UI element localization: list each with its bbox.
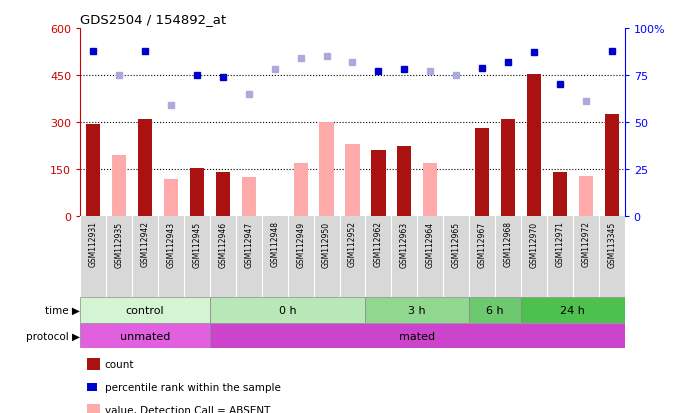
- Bar: [604, 115, 619, 217]
- Text: GSM112963: GSM112963: [400, 221, 409, 267]
- Text: value, Detection Call = ABSENT: value, Detection Call = ABSENT: [105, 405, 270, 413]
- Text: control: control: [126, 305, 165, 315]
- Bar: [469, 297, 521, 323]
- Text: mated: mated: [399, 331, 436, 341]
- Text: 24 h: 24 h: [560, 305, 586, 315]
- Text: unmated: unmated: [120, 331, 170, 341]
- Bar: [242, 178, 256, 217]
- Text: GSM112971: GSM112971: [556, 221, 565, 267]
- Text: GSM112964: GSM112964: [426, 221, 435, 267]
- Bar: [138, 120, 152, 217]
- Text: GSM112950: GSM112950: [322, 221, 331, 267]
- Bar: [371, 151, 385, 217]
- Text: GSM112970: GSM112970: [530, 221, 538, 267]
- Text: 0 h: 0 h: [279, 305, 297, 315]
- Bar: [475, 129, 489, 217]
- Bar: [80, 297, 210, 323]
- Bar: [579, 176, 593, 217]
- Text: GSM112931: GSM112931: [89, 221, 98, 267]
- Text: 3 h: 3 h: [408, 305, 426, 315]
- Bar: [423, 164, 438, 217]
- Bar: [553, 173, 567, 217]
- Bar: [210, 297, 366, 323]
- Text: GSM112972: GSM112972: [581, 221, 591, 267]
- Bar: [397, 146, 412, 217]
- Bar: [86, 124, 101, 217]
- Text: GSM112945: GSM112945: [193, 221, 202, 267]
- Text: 6 h: 6 h: [487, 305, 504, 315]
- Bar: [527, 74, 541, 217]
- Bar: [521, 297, 625, 323]
- Text: GSM112943: GSM112943: [167, 221, 175, 267]
- Text: GSM112962: GSM112962: [374, 221, 383, 267]
- Text: GSM112949: GSM112949: [296, 221, 305, 267]
- Text: GSM112948: GSM112948: [270, 221, 279, 267]
- Bar: [346, 145, 359, 217]
- Text: time ▶: time ▶: [45, 305, 80, 315]
- Bar: [80, 323, 210, 349]
- Text: GSM112965: GSM112965: [452, 221, 461, 267]
- Text: GSM112946: GSM112946: [218, 221, 228, 267]
- Bar: [366, 297, 469, 323]
- Text: GSM112942: GSM112942: [140, 221, 149, 267]
- Bar: [164, 179, 178, 217]
- Text: GSM112952: GSM112952: [348, 221, 357, 267]
- Text: protocol ▶: protocol ▶: [26, 331, 80, 341]
- Bar: [216, 173, 230, 217]
- Bar: [112, 156, 126, 217]
- Text: count: count: [105, 359, 134, 369]
- Text: GSM112968: GSM112968: [503, 221, 512, 267]
- Bar: [293, 164, 308, 217]
- Text: GSM112947: GSM112947: [244, 221, 253, 267]
- Text: GSM113345: GSM113345: [607, 221, 616, 267]
- Bar: [190, 168, 204, 217]
- Bar: [320, 123, 334, 217]
- Bar: [501, 120, 515, 217]
- Text: GSM112935: GSM112935: [114, 221, 124, 267]
- Bar: [210, 323, 625, 349]
- Text: GSM112967: GSM112967: [477, 221, 487, 267]
- Text: GDS2504 / 154892_at: GDS2504 / 154892_at: [80, 13, 226, 26]
- Text: percentile rank within the sample: percentile rank within the sample: [105, 382, 281, 392]
